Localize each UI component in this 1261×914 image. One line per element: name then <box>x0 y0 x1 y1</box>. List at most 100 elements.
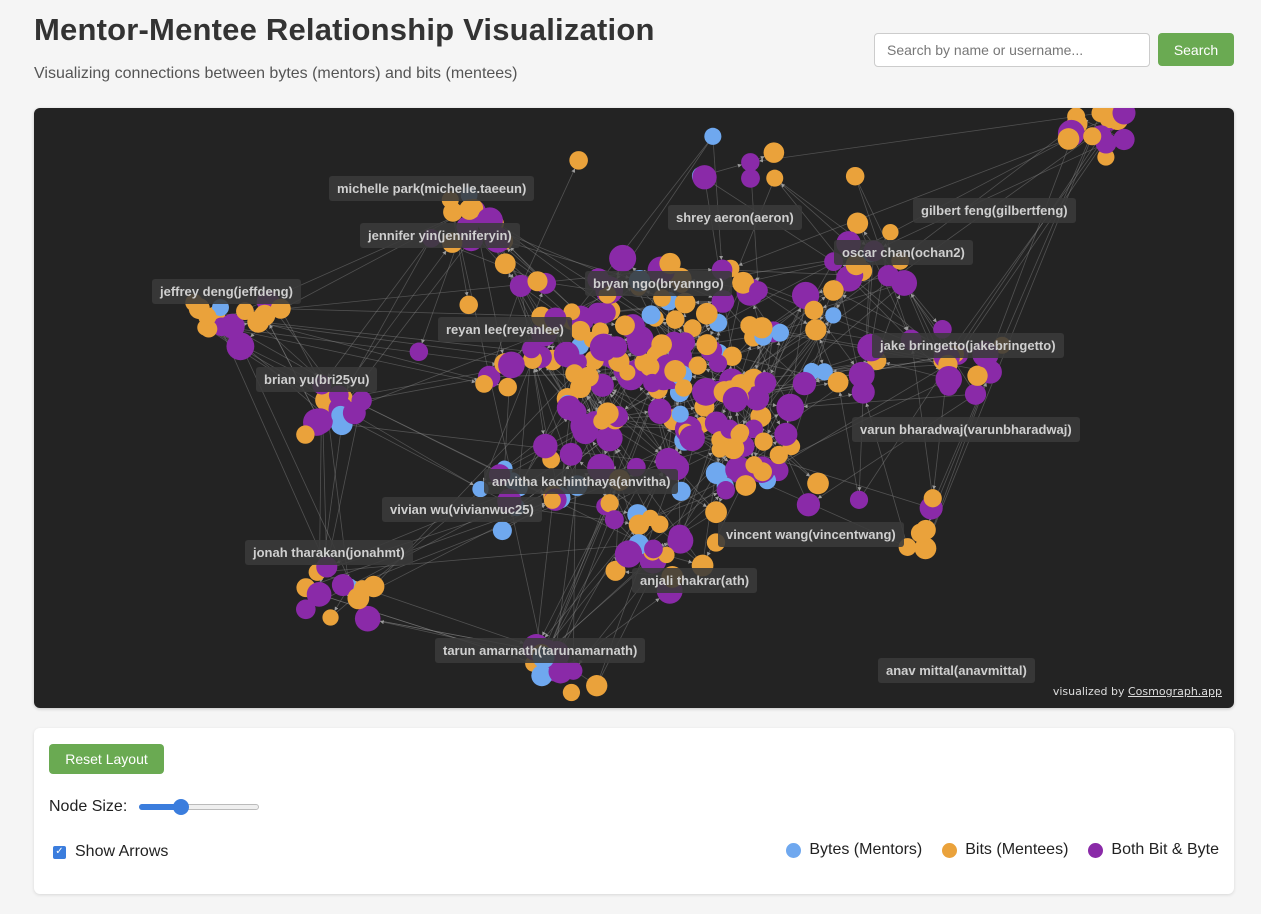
graph-node-both[interactable] <box>848 361 875 388</box>
node-label[interactable]: shrey aeron(aeron) <box>668 205 802 230</box>
graph-node-bit[interactable] <box>827 371 849 393</box>
graph-node-bit[interactable] <box>642 509 659 527</box>
graph-node-both[interactable] <box>1113 128 1135 151</box>
graph-node-bit[interactable] <box>665 310 685 329</box>
show-arrows-control[interactable]: ✓ Show Arrows <box>53 843 168 861</box>
graph-node-both[interactable] <box>522 339 541 359</box>
graph-node-bit[interactable] <box>967 365 988 386</box>
graph-node-bit[interactable] <box>730 425 749 444</box>
graph-node-bit[interactable] <box>614 315 635 336</box>
graph-node-both[interactable] <box>498 351 525 379</box>
graph-node-bit[interactable] <box>527 271 548 292</box>
graph-node-byte[interactable] <box>492 521 512 541</box>
graph-node-bit[interactable] <box>766 169 784 187</box>
graph-node-both[interactable] <box>964 383 987 405</box>
graph-node-bit[interactable] <box>498 377 517 397</box>
graph-node-bit[interactable] <box>807 472 829 495</box>
graph-node-byte[interactable] <box>825 307 842 324</box>
graph-node-bit[interactable] <box>823 280 844 301</box>
graph-node-byte[interactable] <box>815 363 833 381</box>
graph-node-bit[interactable] <box>769 445 788 465</box>
graph-node-bit[interactable] <box>353 580 371 598</box>
graph-node-bit[interactable] <box>751 317 773 339</box>
node-label[interactable]: anjali thakrar(ath) <box>632 568 758 593</box>
graph-node-both[interactable] <box>409 342 429 362</box>
graph-node-both[interactable] <box>741 153 760 172</box>
graph-node-bit[interactable] <box>915 519 936 540</box>
graph-node-both[interactable] <box>331 573 354 597</box>
slider-thumb[interactable] <box>173 799 190 815</box>
node-label[interactable]: vivian wu(vivianwuc25) <box>382 497 542 522</box>
graph-node-bit[interactable] <box>443 202 463 222</box>
node-label[interactable]: vincent wang(vincentwang) <box>718 522 904 547</box>
graph-node-bit[interactable] <box>605 560 626 581</box>
graph-node-bit[interactable] <box>711 441 728 458</box>
graph-node-bit[interactable] <box>696 334 718 356</box>
graph-node-both[interactable] <box>354 605 381 632</box>
node-label[interactable]: michelle park(michelle.taeeun) <box>329 176 535 201</box>
node-label[interactable]: gilbert feng(gilbertfeng) <box>913 198 1076 223</box>
node-label[interactable]: brian yu(bri25yu) <box>256 367 378 392</box>
graph-node-bit[interactable] <box>651 334 672 355</box>
graph-node-both[interactable] <box>295 599 316 620</box>
graph-node-bit[interactable] <box>619 364 636 381</box>
graph-node-both[interactable] <box>556 395 582 420</box>
graph-node-bit[interactable] <box>593 412 611 430</box>
graph-node-bit[interactable] <box>722 346 742 366</box>
graph-node-bit[interactable] <box>745 456 763 474</box>
graph-node-bit[interactable] <box>688 356 707 375</box>
graph-node-both[interactable] <box>792 371 817 396</box>
graph-node-both[interactable] <box>604 510 624 530</box>
node-label[interactable]: jeffrey deng(jeffdeng) <box>152 279 301 304</box>
graph-node-both[interactable] <box>754 371 777 394</box>
graph-node-bit[interactable] <box>914 537 937 560</box>
graph-node-both[interactable] <box>692 377 720 406</box>
graph-node-bit[interactable] <box>923 489 942 508</box>
search-button[interactable]: Search <box>1158 33 1234 66</box>
graph-node-both[interactable] <box>351 390 372 411</box>
graph-node-bit[interactable] <box>735 475 757 496</box>
graph-node-byte[interactable] <box>531 665 553 687</box>
graph-node-bit[interactable] <box>640 357 660 377</box>
graph-node-both[interactable] <box>306 582 332 607</box>
graph-node-both[interactable] <box>716 481 735 500</box>
show-arrows-checkbox[interactable]: ✓ <box>53 845 66 859</box>
graph-node-both[interactable] <box>744 419 764 439</box>
graph-node-both[interactable] <box>741 168 760 188</box>
graph-node-bit[interactable] <box>1083 127 1102 146</box>
graph-node-bit[interactable] <box>475 375 493 393</box>
graph-node-both[interactable] <box>667 527 694 554</box>
graph-node-bit[interactable] <box>683 319 702 338</box>
graph-node-bit[interactable] <box>254 304 276 326</box>
graph-node-bit[interactable] <box>846 212 869 234</box>
graph-node-bit[interactable] <box>570 320 591 341</box>
graph-node-bit[interactable] <box>1097 148 1115 166</box>
graph-node-both[interactable] <box>648 400 672 424</box>
node-label[interactable]: oscar chan(ochan2) <box>834 240 973 265</box>
graph-node-bit[interactable] <box>705 501 727 524</box>
graph-node-bit[interactable] <box>845 166 865 186</box>
node-label[interactable]: anvitha kachinthaya(anvitha) <box>484 469 679 494</box>
graph-node-byte[interactable] <box>771 323 790 342</box>
graph-node-bit[interactable] <box>674 292 696 314</box>
reset-layout-button[interactable]: Reset Layout <box>49 744 164 774</box>
graph-node-both[interactable] <box>509 274 532 298</box>
graph-node-bit[interactable] <box>732 271 755 294</box>
graph-node-both[interactable] <box>692 165 717 190</box>
graph-node-bit[interactable] <box>563 303 581 321</box>
node-label[interactable]: jake bringetto(jakebringetto) <box>872 333 1064 358</box>
graph-node-bit[interactable] <box>805 319 827 341</box>
graph-node-both[interactable] <box>559 442 583 466</box>
graph-node-bit[interactable] <box>570 376 592 399</box>
graph-node-bit[interactable] <box>1091 108 1110 123</box>
graph-node-both[interactable] <box>891 270 918 296</box>
graph-node-both[interactable] <box>614 540 643 568</box>
graph-node-bit[interactable] <box>659 252 681 275</box>
node-label[interactable]: varun bharadwaj(varunbharadwaj) <box>852 417 1080 442</box>
graph-node-bit[interactable] <box>198 307 217 326</box>
graph-node-bit[interactable] <box>459 199 480 220</box>
graph-node-both[interactable] <box>749 281 768 300</box>
show-arrows-label[interactable]: Show Arrows <box>75 843 169 860</box>
graph-node-bit[interactable] <box>674 379 693 397</box>
graph-node-bit[interactable] <box>804 300 824 320</box>
